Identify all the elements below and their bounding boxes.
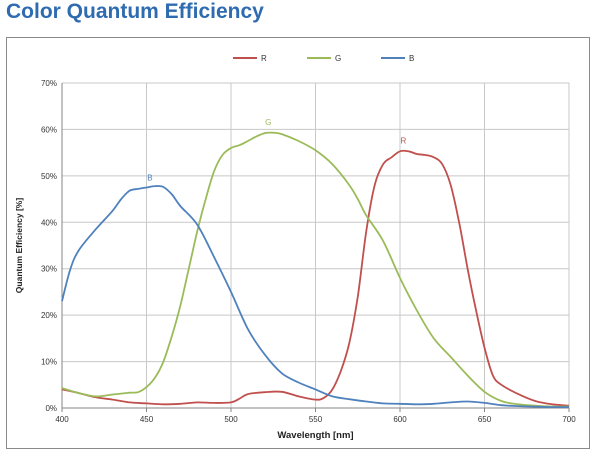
axes: 0% 10% 20% 30% 40% 50% 60% 70% 400 450 500 550 600 65… bbox=[41, 79, 576, 424]
y-tick-label: 70% bbox=[41, 79, 57, 88]
x-axis-label: Wavelength [nm] bbox=[277, 430, 353, 441]
x-tick-label: 450 bbox=[140, 415, 154, 424]
y-tick-label: 30% bbox=[41, 265, 57, 274]
x-tick-label: 400 bbox=[55, 415, 69, 424]
series-line-b bbox=[61, 185, 569, 408]
legend-entry-g: G bbox=[335, 54, 341, 63]
y-tick-label: 60% bbox=[41, 125, 57, 134]
y-tick-label: 10% bbox=[41, 358, 57, 367]
x-tick-label: 550 bbox=[309, 415, 323, 424]
page-title: Color Quantum Efficiency bbox=[6, 0, 264, 23]
y-tick-label: 50% bbox=[41, 172, 57, 181]
series-line-g bbox=[61, 131, 570, 408]
x-tick-label: 700 bbox=[562, 415, 576, 424]
chart-frame: 0% 10% 20% 30% 40% 50% 60% 70% 400 450 500 550 600 65… bbox=[6, 37, 590, 449]
y-tick-label: 0% bbox=[45, 404, 57, 413]
y-tick-label: 40% bbox=[41, 218, 57, 227]
series-line-r bbox=[61, 149, 570, 407]
legend-entry-r: R bbox=[261, 54, 267, 63]
legend-entry-b: B bbox=[409, 54, 414, 63]
series-label-g: G bbox=[265, 118, 271, 127]
quantum-efficiency-chart: 0% 10% 20% 30% 40% 50% 60% 70% 400 450 500 550 600 65… bbox=[14, 54, 576, 441]
x-tick-label: 600 bbox=[393, 415, 407, 424]
series-label-r: R bbox=[400, 136, 406, 145]
x-tick-label: 500 bbox=[224, 415, 238, 424]
series-label-b: B bbox=[147, 174, 152, 183]
x-tick-label: 650 bbox=[478, 415, 492, 424]
series: R G B bbox=[61, 118, 570, 408]
y-tick-label: 20% bbox=[41, 311, 57, 320]
grid bbox=[62, 82, 570, 408]
y-axis-label: Quantum Efficiency [%] bbox=[14, 198, 24, 294]
